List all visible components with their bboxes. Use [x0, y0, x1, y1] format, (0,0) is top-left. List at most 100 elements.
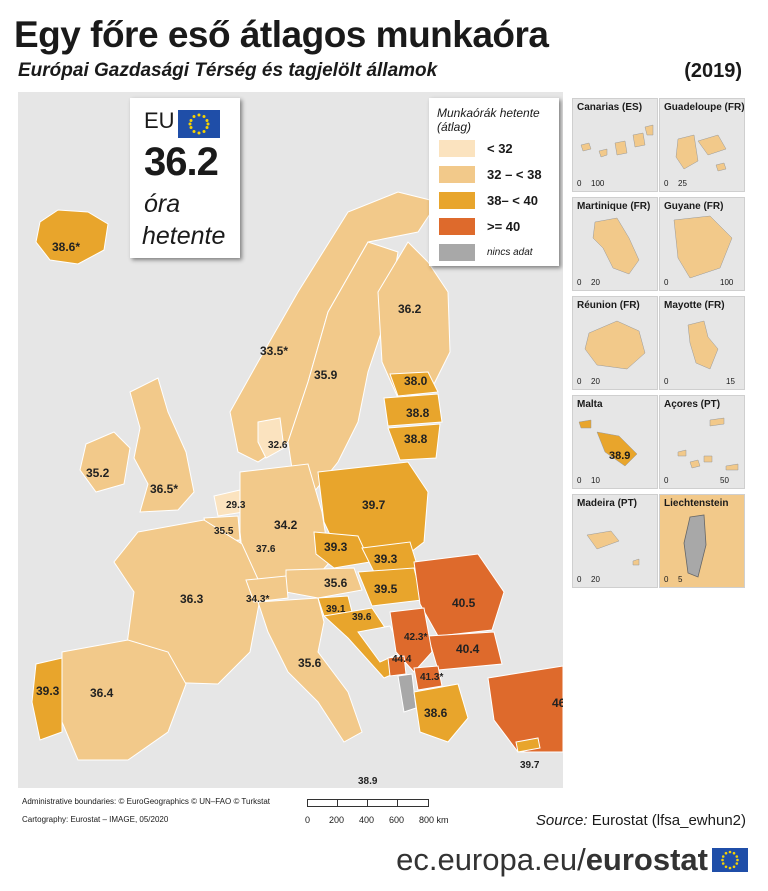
inset-scale-start: 0 [664, 278, 669, 287]
inset-name: Guadeloupe (FR) [664, 102, 745, 113]
inset-scale-end: 100 [720, 278, 734, 287]
source-label: Source: [535, 812, 588, 829]
region-label-ireland: 35.2 [86, 466, 110, 480]
source-note: Source: Eurostat (lfsa_ewhun2) [536, 812, 746, 829]
region-label-poland: 39.7 [362, 498, 386, 512]
scale-tick: 400 [359, 815, 375, 825]
region-label-lithuania: 38.8 [404, 432, 428, 446]
inset-scale-start: 0 [577, 575, 582, 584]
eu-flag-icon [178, 110, 220, 138]
region-label-turkey: 46.4* [552, 696, 563, 710]
region-label-italy: 35.6 [298, 656, 322, 670]
region-label-montenegro: 44.4 [392, 654, 412, 665]
scale-tick: 600 [389, 815, 405, 825]
greece-shape [413, 683, 469, 743]
url-prefix: ec.europa.eu/ [396, 842, 586, 877]
scale-tick: 800 km [419, 815, 449, 825]
inset-name: Madeira (PT) [577, 498, 638, 509]
inset-scale-end: 100 [591, 179, 605, 188]
region-label-serbia: 42.3* [404, 632, 428, 643]
uk-shape [129, 377, 195, 513]
inset-scale-start: 0 [664, 575, 669, 584]
eu-average-box: EU 36.2 óra hetente [130, 98, 240, 258]
region-label-portugal: 39.3 [36, 684, 60, 698]
region-label-hungary: 39.5 [374, 582, 398, 596]
north-macedonia-shape [413, 665, 443, 691]
lithuania-shape [387, 423, 441, 461]
legend-label: >= 40 [487, 219, 521, 234]
inset-liechtenstein: Liechtenstein 0 5 [659, 494, 745, 588]
region-label-denmark: 32.6 [268, 440, 288, 451]
region-label-switzerland: 34.3* [246, 594, 270, 605]
spain-shape [61, 639, 187, 761]
region-label-slovenia: 39.1 [326, 604, 346, 615]
inset-scale-end: 20 [591, 377, 600, 386]
region-label-finland: 36.2 [398, 302, 422, 316]
legend-swatch [439, 218, 475, 235]
region-label-spain: 36.4 [90, 686, 114, 700]
page-subtitle: Európai Gazdasági Térség és tagjelölt ál… [18, 60, 438, 81]
inset-scale-start: 0 [577, 179, 582, 188]
legend-title: Munkaórák hetente [437, 106, 540, 120]
inset-mayotte: Mayotte (FR) 0 15 [659, 296, 745, 390]
inset-scale-end: 50 [720, 476, 729, 485]
inset-scale-end: 5 [678, 575, 683, 584]
inset-scale-end: 25 [678, 179, 687, 188]
inset-scale-end: 20 [591, 278, 600, 287]
region-label-austria: 35.6 [324, 576, 348, 590]
url-brand: eurostat [585, 842, 708, 877]
switzerland-shape [245, 575, 289, 603]
finland-shape [377, 241, 451, 399]
region-label-netherlands: 29.3 [226, 500, 246, 511]
albania-shape [397, 673, 417, 713]
eu-unit-line1: óra [144, 190, 181, 218]
denmark-shape [257, 417, 285, 459]
region-label-luxembourg: 37.6 [256, 544, 276, 555]
legend-label: nincs adat [487, 247, 533, 258]
region-label-latvia: 38.8 [406, 406, 430, 420]
region-label-cyprus: 39.7 [520, 760, 540, 771]
page-title: Egy főre eső átlagos munkaóra [14, 14, 549, 55]
inset-name: Guyane (FR) [664, 201, 724, 212]
cartography-credit: Cartography: Eurostat – IMAGE, 05/2020 [22, 815, 169, 824]
year-label: (2019) [684, 60, 742, 82]
inset-martinique: Martinique (FR) 0 20 [572, 197, 658, 291]
legend-swatch [439, 192, 475, 209]
latvia-shape [383, 393, 443, 427]
inset-scale-end: 20 [591, 575, 600, 584]
legend-row: 38– < 40 [439, 192, 557, 210]
inset-malta: Malta 38.9 0 10 [572, 395, 658, 489]
portugal-shape [31, 657, 63, 741]
inset-malta-value: 38.9 [609, 450, 631, 462]
region-label-slovakia: 39.3 [374, 552, 398, 566]
region-label-iceland: 38.6* [52, 240, 81, 254]
italy-shape [257, 597, 363, 743]
boundaries-credit: Administrative boundaries: © EuroGeograp… [22, 797, 271, 806]
region-label-north-macedonia: 41.3* [420, 672, 444, 683]
legend-label: 38– < 40 [487, 193, 538, 208]
region-label-romania: 40.5 [452, 596, 476, 610]
eurostat-url[interactable]: ec.europa.eu/eurostat [396, 842, 708, 878]
region-label-malta: 38.9 [358, 776, 378, 787]
legend-row: >= 40 [439, 218, 557, 236]
region-label-uk: 36.5* [150, 482, 179, 496]
inset-name: Martinique (FR) [577, 201, 651, 212]
inset-guadeloupe: Guadeloupe (FR) 0 25 [659, 98, 745, 192]
inset-name: Réunion (FR) [577, 300, 640, 311]
eu-unit-line2: hetente [142, 222, 226, 250]
inset-scale-start: 0 [664, 377, 669, 386]
france-shape [113, 519, 263, 685]
ireland-shape [79, 431, 131, 493]
legend-subtitle: (átlag) [437, 120, 472, 134]
inset-scale-end: 10 [591, 476, 600, 485]
region-label-france: 36.3 [180, 592, 204, 606]
iceland-shape [35, 209, 109, 265]
estonia-shape [389, 371, 439, 397]
inset-canarias: Canarias (ES) 0 100 [572, 98, 658, 192]
inset-name: Mayotte (FR) [664, 300, 725, 311]
inset-scale-start: 0 [664, 179, 669, 188]
region-label-bulgaria: 40.4 [456, 642, 480, 656]
legend-row: 32 – < 38 [439, 166, 557, 184]
inset-scale-start: 0 [577, 476, 582, 485]
eurostat-flag-icon [712, 848, 748, 872]
